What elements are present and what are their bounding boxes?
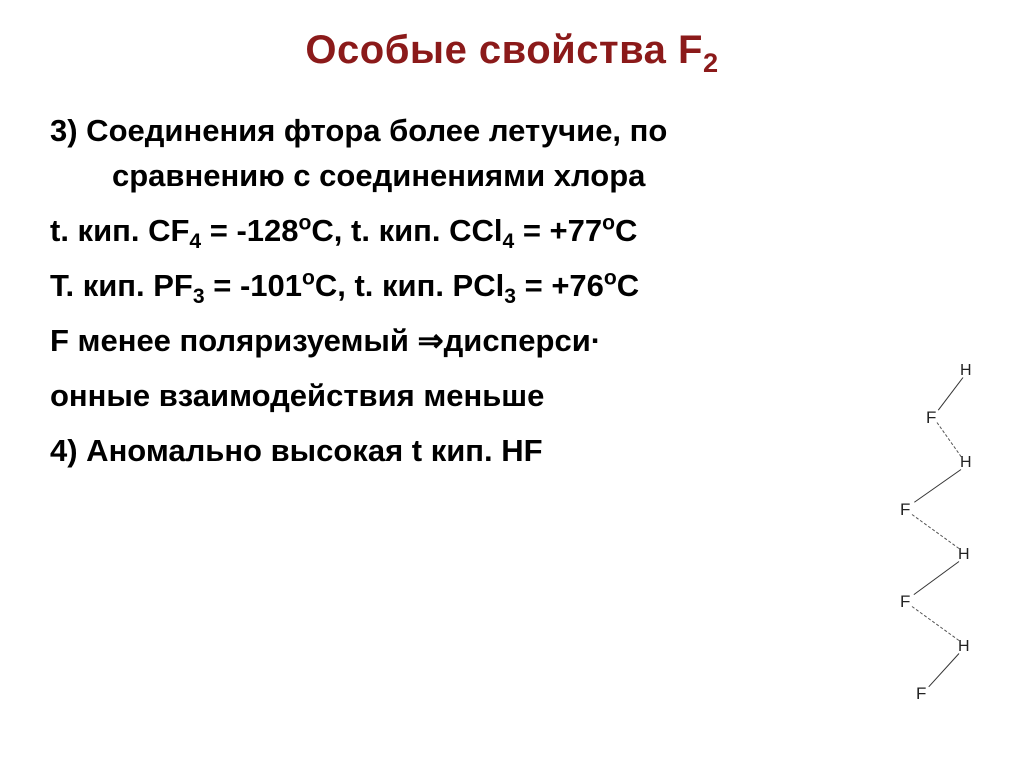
l3-s2: 3 [504,285,516,308]
l4a-tail: дисперси [444,323,591,358]
l3-p3: C, t. кип. PCl [315,268,504,303]
l3-sup2: o [604,266,617,289]
line-4b: онные взаимодействия меньше [50,374,974,419]
hf-chain-diagram: H F H F H F H F [858,362,988,742]
l3-sup1: o [302,266,315,289]
hydrogen-bond [912,514,960,549]
l3-p1: T. кип. PF [50,268,193,303]
l3-p2: = -101 [205,268,302,303]
l2-p5: C [615,213,637,248]
l2-s2: 4 [502,230,514,253]
covalent-bond [938,377,964,411]
hydrogen-bond [937,422,962,457]
title-sub: 2 [703,47,719,78]
covalent-bond [929,653,960,687]
l2-sup1: o [299,212,312,235]
line-2: t. кип. CF4 = -128oC, t. кип. CCl4 = +77… [50,209,974,254]
covalent-bond [914,561,960,595]
line-4a: F менее поляризуемый ⇒дисперси· [50,319,974,364]
covalent-bond [914,469,962,503]
line-5: 4) Аномально высокая t кип. HF [50,429,974,474]
l2-p4: = +77 [514,213,602,248]
line-1: 3) Соединения фтора более летучие, по ср… [50,109,974,199]
atom-h: H [960,454,972,472]
atom-h: H [958,546,970,564]
l4a-pre: F менее поляризуемый [50,323,418,358]
l4a-cut: · [591,323,601,358]
l2-sup2: o [602,212,615,235]
line-3: T. кип. PF3 = -101oC, t. кип. PCl3 = +76… [50,264,974,309]
l2-p2: = -128 [201,213,298,248]
l2-s1: 4 [189,230,201,253]
arrow-icon: ⇒ [418,323,444,358]
line-1b: сравнению с соединениями хлора [112,158,645,193]
l3-p5: C [617,268,639,303]
slide-title: Особые свойства F2 [50,28,974,73]
hydrogen-bond [912,606,960,641]
atom-f: F [900,500,910,520]
l3-p4: = +76 [516,268,604,303]
atom-h: H [960,362,972,380]
l2-p3: C, t. кип. CCl [311,213,502,248]
l2-p1: t. кип. CF [50,213,189,248]
title-pre: Особые свойства F [305,28,703,72]
line-1a: 3) Соединения фтора более летучие, по [50,113,667,148]
atom-h: H [958,638,970,656]
atom-f: F [916,684,926,704]
l3-s1: 3 [193,285,205,308]
atom-f: F [926,408,936,428]
atom-f: F [900,592,910,612]
